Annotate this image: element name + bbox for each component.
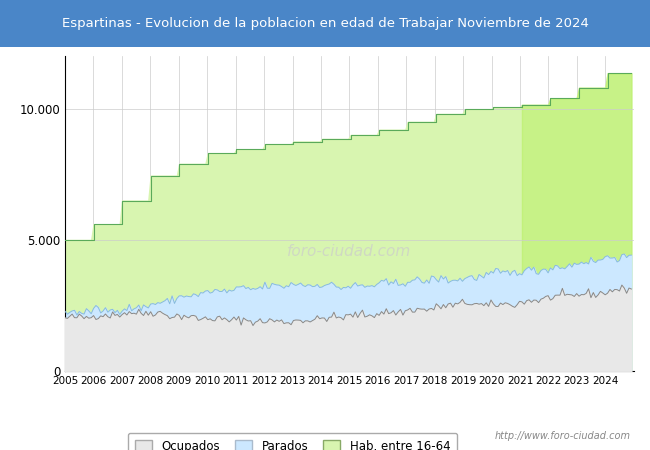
Text: http://www.foro-ciudad.com: http://www.foro-ciudad.com bbox=[495, 431, 630, 441]
Legend: Ocupados, Parados, Hab. entre 16-64: Ocupados, Parados, Hab. entre 16-64 bbox=[127, 433, 458, 450]
Text: foro-ciudad.com: foro-ciudad.com bbox=[287, 244, 411, 259]
Text: Espartinas - Evolucion de la poblacion en edad de Trabajar Noviembre de 2024: Espartinas - Evolucion de la poblacion e… bbox=[62, 17, 588, 30]
